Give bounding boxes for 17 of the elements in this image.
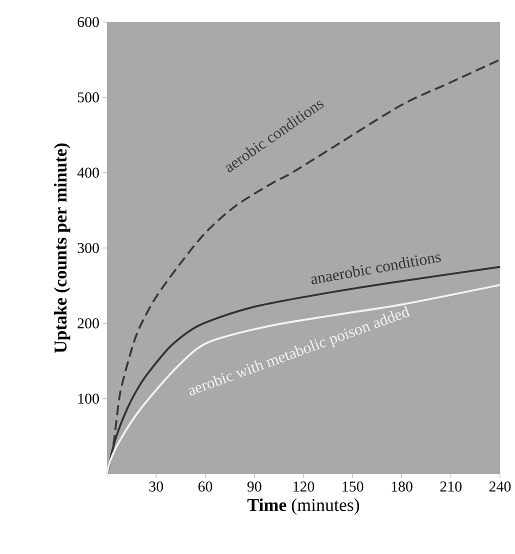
x-tick-label: 150: [342, 482, 364, 492]
x-tick-label: 120: [294, 482, 314, 492]
y-tick-label: 500: [78, 92, 99, 102]
y-tick-label: 300: [78, 242, 99, 254]
x-tick-label: 240: [489, 482, 511, 492]
x-tick-label: 90: [247, 482, 262, 492]
x-tick-label: 60: [198, 482, 212, 492]
x-axis-title: Time (minutes): [247, 498, 360, 515]
y-tick-label: 100: [78, 394, 99, 404]
y-tick-label: 200: [78, 318, 99, 328]
y-axis-title: Uptake (counts per minute): [54, 143, 70, 353]
x-tick-label: 180: [392, 482, 412, 492]
x-tick-label: 30: [149, 482, 164, 492]
y-tick-label: 600: [78, 16, 99, 28]
y-tick-label: 400: [77, 168, 99, 178]
x-tick-label: 210: [440, 482, 462, 492]
text: anaerobic conditions: [312, 254, 441, 284]
